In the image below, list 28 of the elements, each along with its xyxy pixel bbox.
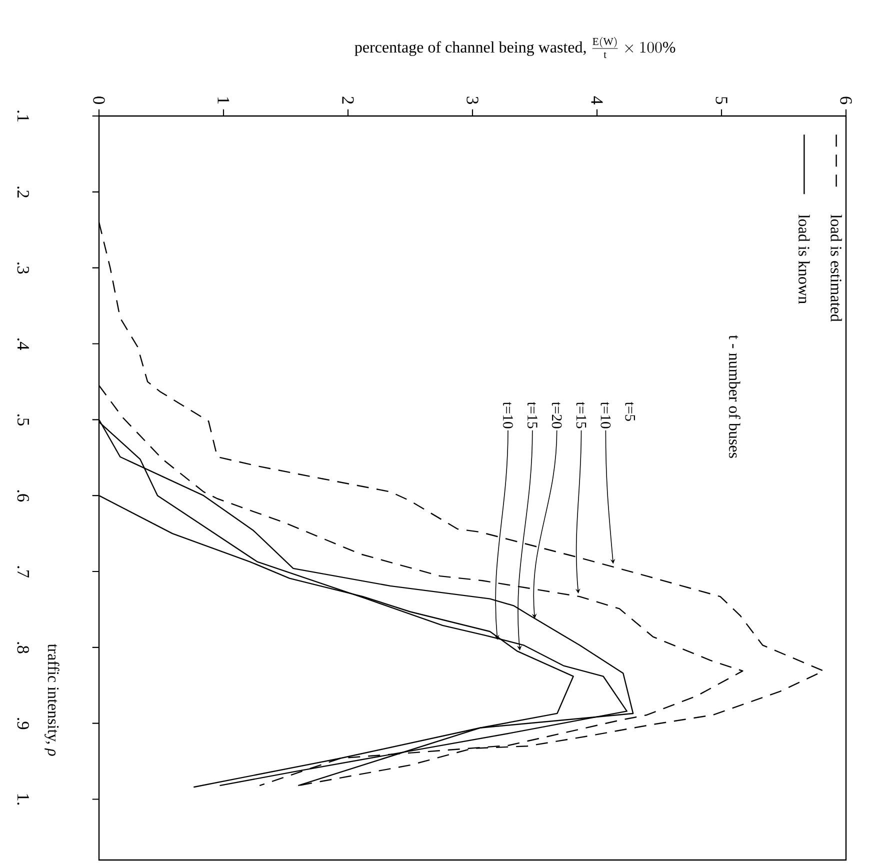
x-tick-label: 4 xyxy=(591,96,603,104)
annotation: t=15 xyxy=(527,402,538,428)
annotation: t=10 xyxy=(503,402,513,428)
annotation: t=15 xyxy=(576,402,586,428)
x-tick-label: 1 xyxy=(218,97,230,104)
y-tick-label: .7 xyxy=(17,566,29,578)
annotation: t - number of buses xyxy=(728,335,740,458)
annotation: t=10 xyxy=(600,402,611,428)
y-tick-label: .8 xyxy=(17,642,29,654)
y-axis-title: traffic intensity, ρ xyxy=(44,644,60,756)
x-axis-title: $\mbox{percentage of channel being wasted, }\frac{\mathrm{E(W)}}{\mathrm{t}}\times 100\%$ xyxy=(354,37,676,58)
x-tick-label: 6 xyxy=(840,96,852,104)
y-tick-label: 1. xyxy=(17,794,29,805)
y-tick-label: .2 xyxy=(17,186,29,198)
y-tick-label: .6 xyxy=(17,490,29,502)
y-tick-label: .4 xyxy=(17,338,29,350)
y-tick-label: .3 xyxy=(17,262,29,274)
text: load is known xyxy=(798,214,810,304)
y-tick-label: .9 xyxy=(17,718,29,730)
y-tick-label: .1 xyxy=(17,110,29,122)
x-tick-label: 2 xyxy=(342,96,354,104)
annotation: t=5 xyxy=(625,402,635,421)
x-tick-label: 3 xyxy=(466,96,478,104)
x-tick-label: 5 xyxy=(716,96,728,104)
text: load is estimated xyxy=(830,214,842,322)
y-tick-label: .5 xyxy=(17,414,29,426)
x-tick-label: 0 xyxy=(93,96,105,104)
annotation: t=20 xyxy=(552,402,562,428)
